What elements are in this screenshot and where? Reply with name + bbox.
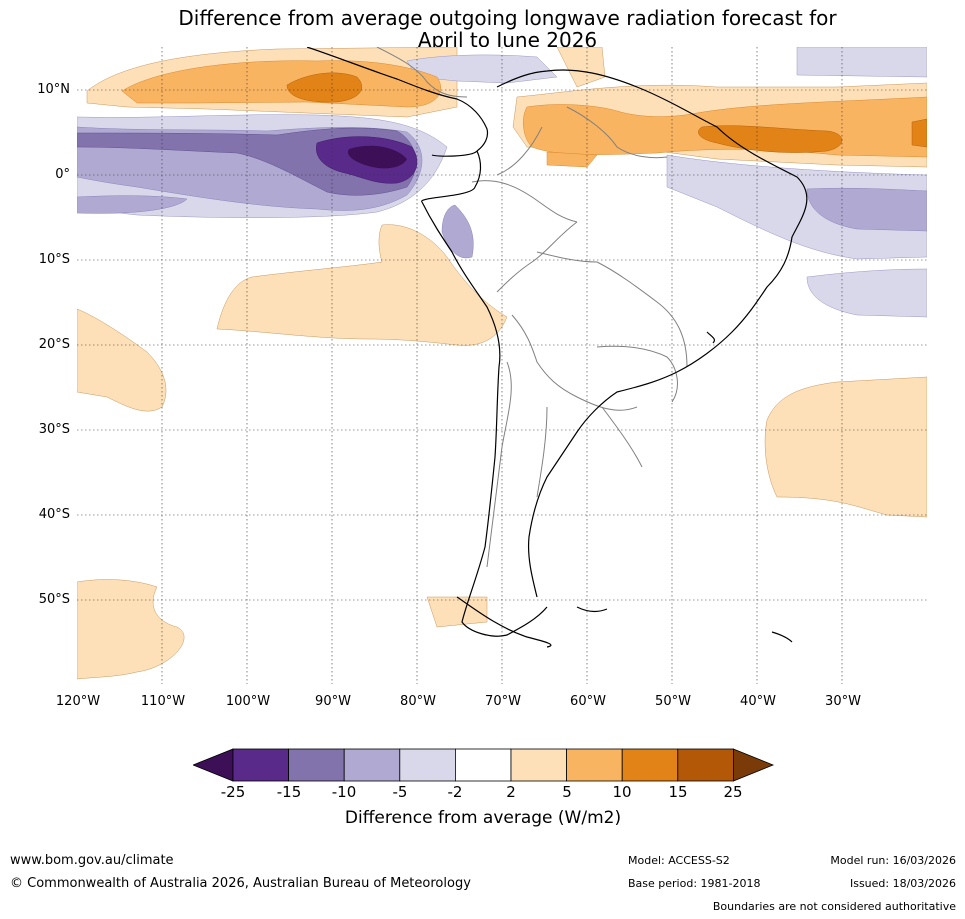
lon-label-30w: 30°W — [825, 694, 861, 709]
lat-label-40s: 40°S — [38, 507, 70, 522]
anomaly-contours-strong-positive — [286, 72, 927, 153]
colorbar-extend-low — [193, 748, 234, 782]
lat-label-10n: 10°N — [37, 82, 70, 97]
lat-label-30s: 30°S — [38, 422, 70, 437]
colorbar-tick: 25 — [723, 783, 743, 801]
colorbar-extend-high — [733, 748, 775, 782]
lon-label-50w: 50°W — [655, 694, 691, 709]
olr-anomaly-map — [77, 47, 927, 684]
colorbar-swatch-3 — [343, 748, 401, 782]
footer-issued: Issued: 18/03/2026 — [849, 877, 956, 890]
colorbar-tick: -15 — [276, 783, 302, 801]
lat-label-20s: 20°S — [38, 337, 70, 352]
colorbar-swatch-1 — [232, 748, 289, 782]
colorbar-swatch-9 — [677, 748, 734, 782]
footer-model-run: Model run: 16/03/2026 — [830, 854, 956, 867]
colorbar-tick: 5 — [562, 783, 572, 801]
colorbar-swatch-4 — [399, 748, 456, 782]
colorbar-swatch-2 — [288, 748, 345, 782]
colorbar-swatch-6 — [510, 748, 567, 782]
lon-label-60w: 60°W — [570, 694, 606, 709]
colorbar-tick: 10 — [612, 783, 632, 801]
lon-label-40w: 40°W — [740, 694, 776, 709]
colorbar-tick: -25 — [220, 783, 246, 801]
lat-label-0: 0° — [55, 167, 70, 182]
lat-label-10s: 10°S — [38, 252, 70, 267]
colorbar-swatch-5 — [454, 748, 512, 782]
lon-label-70w: 70°W — [485, 694, 521, 709]
graticule — [77, 47, 927, 684]
footer-disclaimer: Boundaries are not considered authoritat… — [712, 900, 956, 913]
lon-label-100w: 100°W — [225, 694, 271, 709]
lon-label-80w: 80°W — [400, 694, 436, 709]
anomaly-contours-extreme-negative — [347, 145, 407, 169]
lon-label-120w: 120°W — [55, 694, 101, 709]
colorbar-tick: -10 — [331, 783, 357, 801]
colorbar-tick: -2 — [447, 783, 463, 801]
footer-copyright: © Commonwealth of Australia 2026, Austra… — [10, 876, 471, 891]
colorbar-tick: 15 — [668, 783, 688, 801]
colorbar-swatch-7 — [566, 748, 623, 782]
coastline — [306, 47, 808, 648]
footer-url[interactable]: www.bom.gov.au/climate — [10, 853, 174, 868]
map-title-line-1: Difference from average outgoing longwav… — [178, 6, 837, 30]
colorbar-swatch-8 — [621, 748, 679, 782]
colorbar — [193, 748, 775, 782]
lon-label-90w: 90°W — [315, 694, 351, 709]
footer-model: Model: ACCESS-S2 — [628, 854, 730, 867]
lon-label-110w: 110°W — [140, 694, 186, 709]
colorbar-label: Difference from average (W/m2) — [344, 808, 622, 828]
colorbar-tick: -5 — [392, 783, 408, 801]
colorbar-tick: 2 — [506, 783, 516, 801]
country-boundaries — [376, 47, 688, 568]
lat-label-50s: 50°S — [38, 592, 70, 607]
footer-base-period: Base period: 1981-2018 — [628, 877, 761, 890]
